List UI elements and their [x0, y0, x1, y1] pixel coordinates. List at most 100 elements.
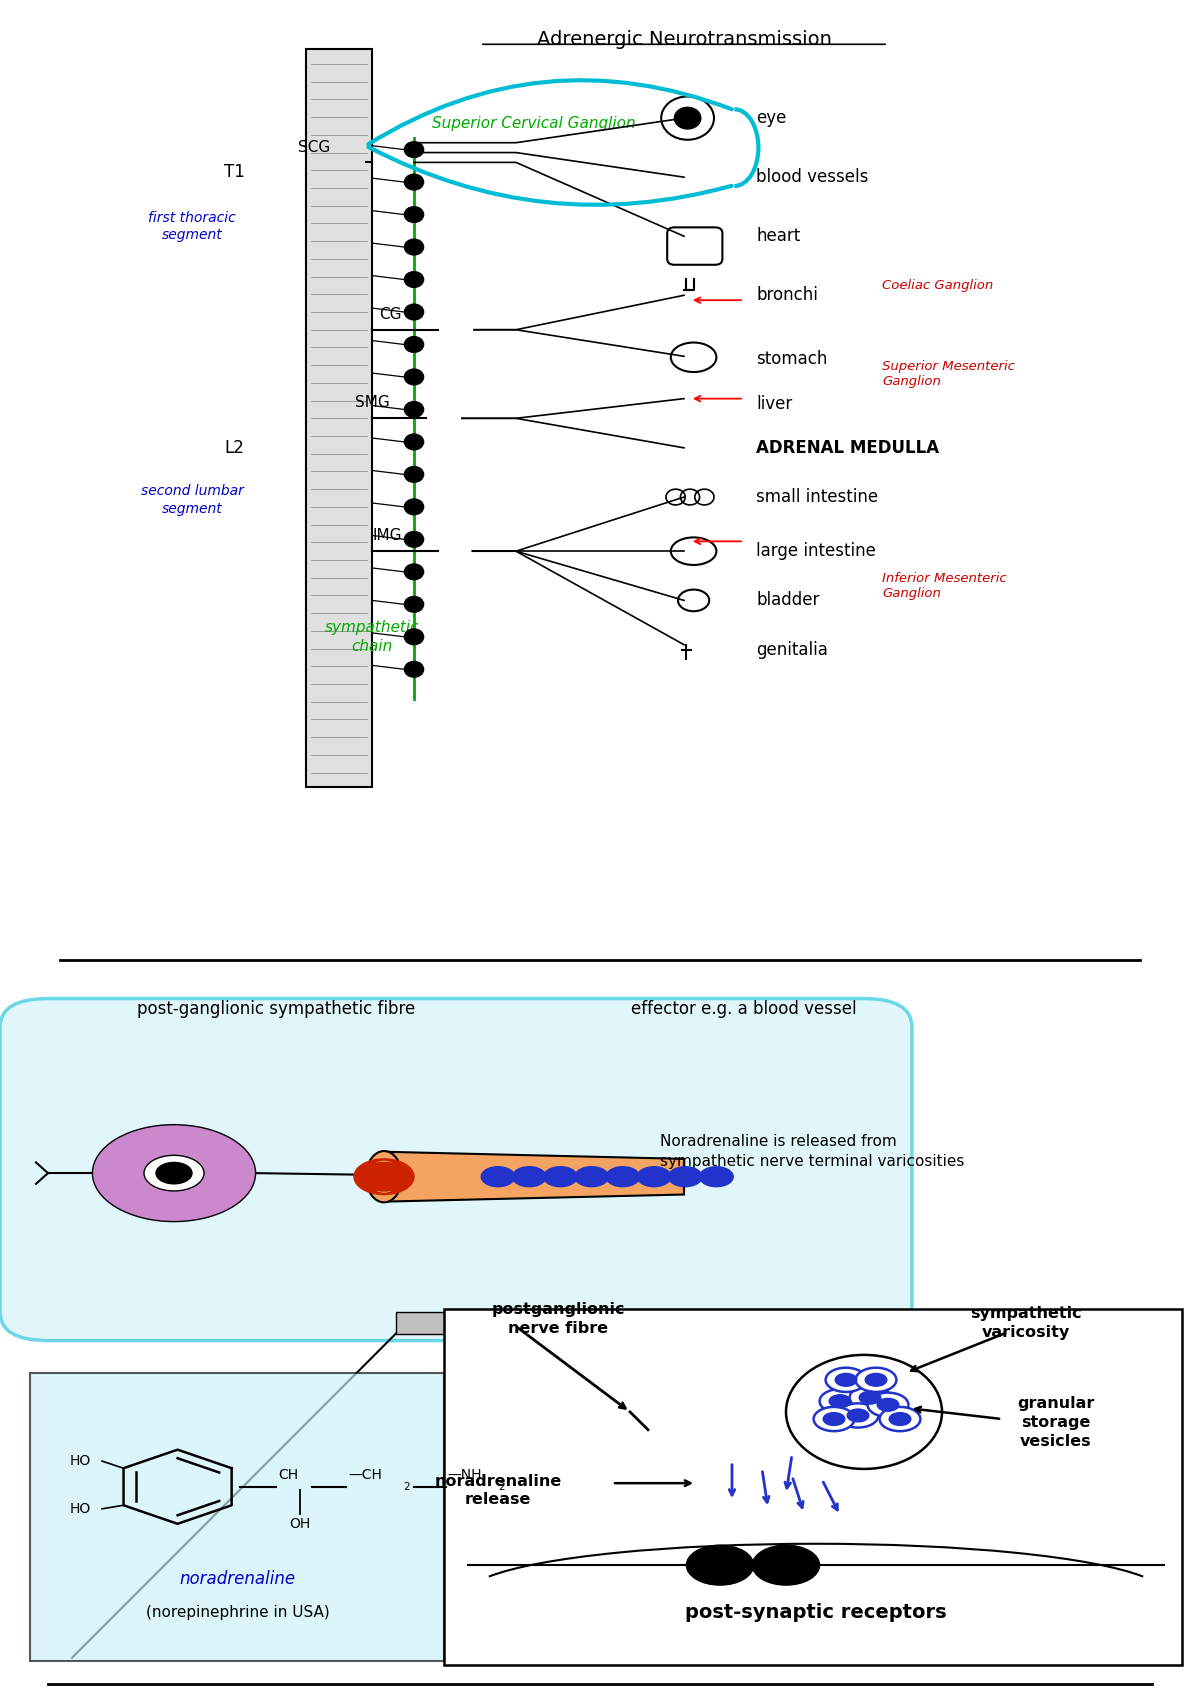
- Circle shape: [880, 1407, 920, 1431]
- Circle shape: [606, 1168, 640, 1186]
- Text: OH: OH: [289, 1517, 311, 1531]
- Circle shape: [544, 1168, 577, 1186]
- Text: postganglionic
nerve fibre: postganglionic nerve fibre: [491, 1303, 625, 1336]
- Text: eye: eye: [756, 109, 786, 127]
- Circle shape: [686, 1546, 754, 1585]
- Circle shape: [404, 630, 424, 645]
- Circle shape: [700, 1168, 733, 1186]
- Circle shape: [752, 1546, 820, 1585]
- Circle shape: [674, 107, 701, 129]
- FancyBboxPatch shape: [0, 998, 912, 1341]
- Text: noradrenaline
release: noradrenaline release: [434, 1473, 562, 1507]
- Circle shape: [360, 1162, 408, 1191]
- Circle shape: [859, 1392, 881, 1403]
- Circle shape: [814, 1407, 854, 1431]
- Text: bronchi: bronchi: [756, 287, 818, 304]
- Circle shape: [404, 499, 424, 514]
- Text: Noradrenaline is released from
sympathetic nerve terminal varicosities: Noradrenaline is released from sympathet…: [660, 1134, 965, 1169]
- Text: 2: 2: [403, 1483, 410, 1492]
- Text: —NH: —NH: [448, 1468, 482, 1483]
- Circle shape: [637, 1168, 671, 1186]
- Circle shape: [404, 563, 424, 580]
- Circle shape: [481, 1168, 515, 1186]
- Circle shape: [404, 596, 424, 613]
- Circle shape: [442, 540, 470, 563]
- Ellipse shape: [367, 1161, 401, 1193]
- Circle shape: [404, 370, 424, 385]
- Text: post-synaptic receptors: post-synaptic receptors: [685, 1604, 947, 1622]
- Circle shape: [404, 467, 424, 482]
- Text: stomach: stomach: [756, 350, 827, 368]
- FancyBboxPatch shape: [444, 1308, 1182, 1665]
- Circle shape: [826, 1368, 866, 1392]
- Text: small intestine: small intestine: [756, 489, 878, 506]
- Polygon shape: [396, 1312, 636, 1334]
- Circle shape: [404, 143, 424, 158]
- Circle shape: [404, 531, 424, 546]
- Text: blood vessels: blood vessels: [756, 168, 869, 187]
- Text: IMG: IMG: [372, 528, 402, 543]
- Text: large intestine: large intestine: [756, 541, 876, 560]
- Circle shape: [430, 407, 458, 429]
- Text: first thoracic
segment: first thoracic segment: [148, 210, 236, 243]
- Circle shape: [868, 1393, 908, 1417]
- Text: T1: T1: [223, 163, 245, 182]
- Text: granular
storage
vesicles: granular storage vesicles: [1018, 1397, 1094, 1449]
- Circle shape: [92, 1125, 256, 1222]
- Circle shape: [865, 1373, 887, 1386]
- Circle shape: [404, 239, 424, 255]
- Circle shape: [850, 1385, 890, 1410]
- Circle shape: [829, 1395, 851, 1407]
- Text: Superior Cervical Ganglion: Superior Cervical Ganglion: [432, 115, 636, 131]
- Circle shape: [512, 1168, 546, 1186]
- Text: second lumbar
segment: second lumbar segment: [140, 484, 244, 516]
- Circle shape: [838, 1403, 878, 1427]
- Circle shape: [404, 336, 424, 353]
- FancyArrowPatch shape: [368, 148, 732, 205]
- Circle shape: [144, 1156, 204, 1191]
- Circle shape: [354, 1159, 414, 1195]
- Text: 2: 2: [498, 1483, 505, 1492]
- Text: bladder: bladder: [756, 591, 820, 609]
- Circle shape: [668, 1168, 702, 1186]
- Circle shape: [877, 1398, 899, 1412]
- Text: noradrenaline: noradrenaline: [180, 1570, 295, 1588]
- Circle shape: [820, 1390, 860, 1414]
- Ellipse shape: [786, 1354, 942, 1470]
- FancyArrowPatch shape: [368, 80, 732, 144]
- Text: Coeliac Ganglion: Coeliac Ganglion: [882, 278, 994, 292]
- Text: HO: HO: [70, 1502, 91, 1515]
- Text: sympathetic
varicosity: sympathetic varicosity: [970, 1307, 1082, 1339]
- Text: genitalia: genitalia: [756, 640, 828, 658]
- Circle shape: [847, 1409, 869, 1422]
- Text: HO: HO: [70, 1454, 91, 1468]
- Circle shape: [889, 1412, 911, 1425]
- Circle shape: [835, 1373, 857, 1386]
- Text: Superior Mesenteric
Ganglion: Superior Mesenteric Ganglion: [882, 360, 1015, 389]
- Text: liver: liver: [756, 394, 792, 412]
- Circle shape: [404, 272, 424, 287]
- Text: ADRENAL MEDULLA: ADRENAL MEDULLA: [756, 440, 940, 456]
- Text: CH: CH: [278, 1468, 299, 1483]
- FancyBboxPatch shape: [30, 1373, 444, 1661]
- FancyBboxPatch shape: [667, 227, 722, 265]
- Text: effector e.g. a blood vessel: effector e.g. a blood vessel: [631, 1000, 857, 1018]
- Circle shape: [404, 662, 424, 677]
- Circle shape: [856, 1368, 896, 1392]
- Text: CG: CG: [379, 307, 402, 322]
- Text: —CH: —CH: [348, 1468, 382, 1483]
- Text: SMG: SMG: [355, 395, 390, 411]
- Circle shape: [404, 175, 424, 190]
- Circle shape: [404, 402, 424, 417]
- Text: Adrenergic Neurotransmission: Adrenergic Neurotransmission: [536, 29, 832, 49]
- Circle shape: [575, 1168, 608, 1186]
- Ellipse shape: [366, 1151, 402, 1203]
- Text: Inferior Mesenteric
Ganglion: Inferior Mesenteric Ganglion: [882, 572, 1007, 599]
- Polygon shape: [384, 1152, 684, 1201]
- Text: SCG: SCG: [298, 139, 330, 154]
- Text: sympathetic
chain: sympathetic chain: [325, 619, 419, 653]
- Circle shape: [404, 207, 424, 222]
- Bar: [306, 49, 372, 787]
- Circle shape: [404, 434, 424, 450]
- Circle shape: [404, 304, 424, 321]
